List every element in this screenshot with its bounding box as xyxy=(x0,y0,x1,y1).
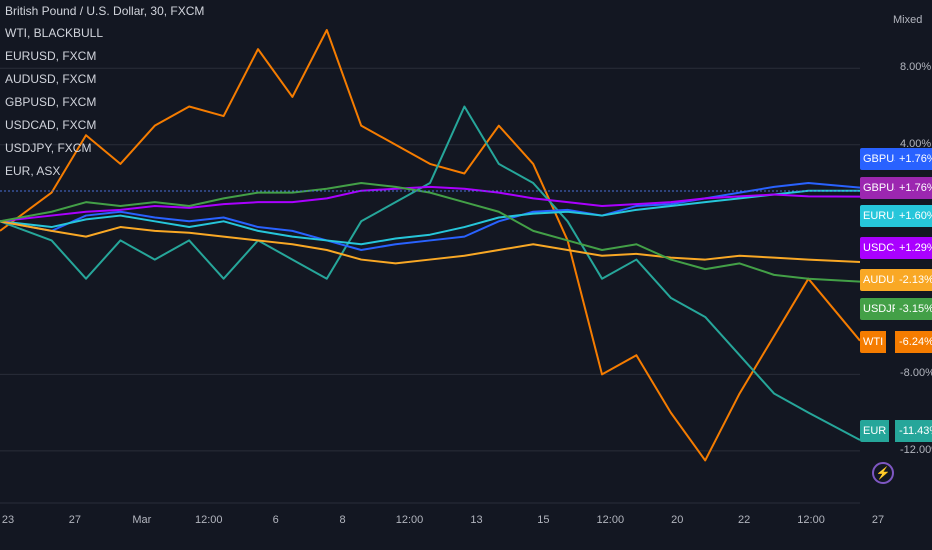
legend-item[interactable]: EURUSD, FXCM xyxy=(5,49,97,63)
price-tag-symbol: WTI xyxy=(860,331,887,353)
legend-item[interactable]: USDJPY, FXCM xyxy=(5,141,92,155)
legend-item[interactable]: GBPUSD, FXCM xyxy=(5,95,97,109)
legend-item[interactable]: AUDUSD, FXCM xyxy=(5,72,97,86)
y-tick-label: -8.00% xyxy=(900,367,932,380)
price-tag-change: -3.15% xyxy=(895,298,932,320)
series-lines xyxy=(0,29,861,462)
price-tag-change: +1.76% xyxy=(895,177,932,199)
price-tag-change: -6.24% xyxy=(895,331,932,353)
legend-item[interactable]: USDCAD, FXCM xyxy=(5,118,97,132)
price-tag-change: +1.76% xyxy=(895,148,932,170)
price-tag-change: +1.29% xyxy=(895,237,932,259)
x-tick-label: 22 xyxy=(738,514,751,526)
series-line-usdjpy[interactable] xyxy=(0,182,861,283)
x-tick-label: 12:00 xyxy=(395,514,424,526)
legend-title: British Pound / U.S. Dollar, 30, FXCM xyxy=(5,4,205,18)
x-tick-label: 13 xyxy=(470,514,483,526)
x-tick-label: 8 xyxy=(339,514,346,526)
x-tick-label: 12:00 xyxy=(596,514,625,526)
series-line-wti[interactable] xyxy=(0,29,861,462)
x-tick-label: 12:00 xyxy=(195,514,223,526)
legend-item[interactable]: WTI, BLACKBULL xyxy=(5,26,104,40)
series-line-eur[interactable] xyxy=(0,105,861,441)
legend-item[interactable]: EUR, ASX xyxy=(5,164,61,178)
x-tick-label: 12:00 xyxy=(797,514,825,526)
y-tick-label: 8.00% xyxy=(900,61,932,74)
y-tick-label: -12.00% xyxy=(900,443,932,456)
price-tag-symbol: EUR xyxy=(860,420,890,442)
series-line-usdcad[interactable] xyxy=(0,185,861,223)
price-tag-change: +1.60% xyxy=(895,205,932,227)
series-legend: British Pound / U.S. Dollar, 30, FXCM WT… xyxy=(5,4,204,183)
price-tag-change: -2.13% xyxy=(895,269,932,291)
x-tick-label: 23 xyxy=(1,514,15,526)
y-tick-label: 4.00% xyxy=(900,137,932,150)
grid xyxy=(0,67,860,452)
x-tick-label: 6 xyxy=(272,514,279,526)
x-tick-label: 27 xyxy=(68,514,82,526)
x-tick-label: 27 xyxy=(871,514,885,526)
x-tick-label: Mar xyxy=(132,514,152,526)
price-tag-change: -11.43% xyxy=(895,420,932,442)
series-line-audusd[interactable] xyxy=(0,220,861,265)
scale-mode-label[interactable]: Mixed xyxy=(893,14,923,26)
series-line-eurusd[interactable] xyxy=(0,189,860,246)
x-tick-label: 15 xyxy=(537,514,550,526)
lightning-icon[interactable]: ⚡ xyxy=(872,462,894,484)
x-tick-label: 20 xyxy=(671,514,684,526)
